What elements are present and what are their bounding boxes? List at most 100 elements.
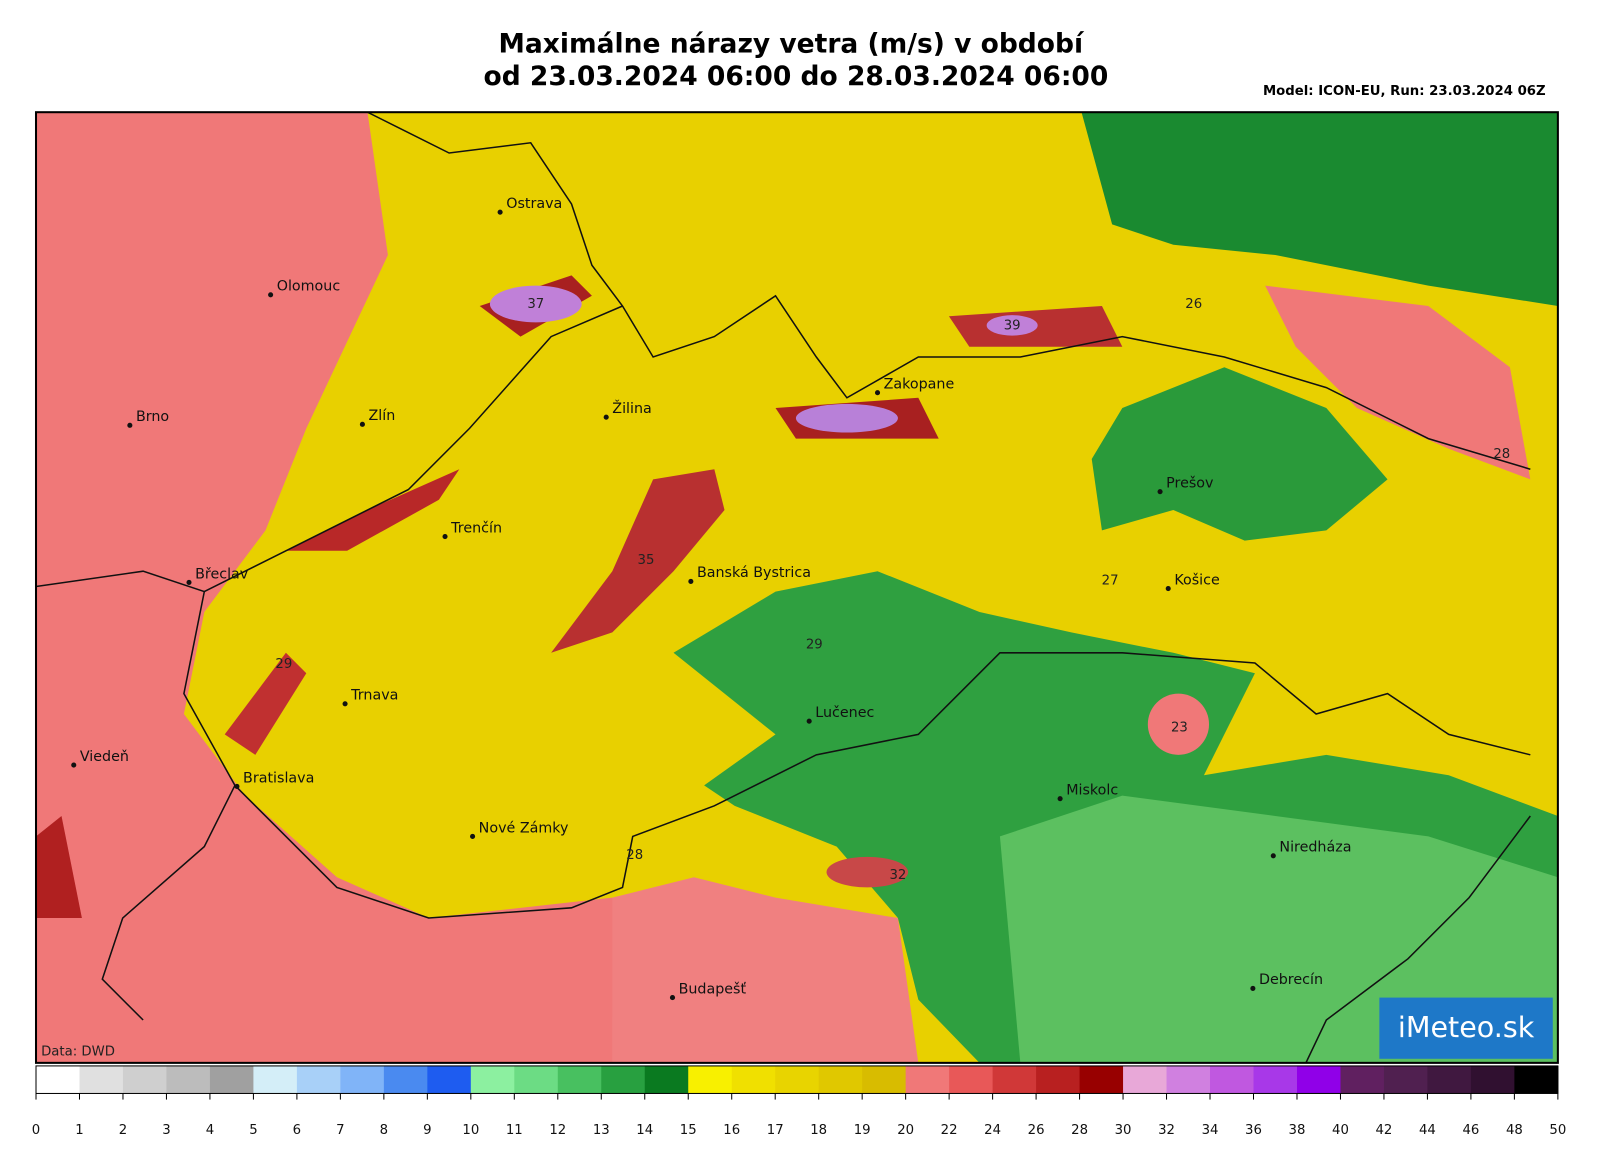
colorbar-swatch <box>383 1065 428 1094</box>
colorbar-tick-label: 26 <box>1028 1123 1045 1138</box>
value-label: 27 <box>1102 573 1119 588</box>
city-dot <box>186 579 192 585</box>
city-dot <box>806 718 812 724</box>
colorbar-swatch <box>775 1065 820 1094</box>
colorbar-tick-label: 28 <box>1071 1123 1088 1138</box>
colorbar-swatch <box>1427 1065 1472 1094</box>
colorbar-tick-label: 5 <box>249 1123 257 1138</box>
city-dot <box>874 390 881 396</box>
colorbar-swatch <box>731 1065 776 1094</box>
colorbar-swatch <box>688 1065 733 1094</box>
logo: iMeteo.sk <box>1398 1010 1535 1044</box>
colorbar-tick-label: 36 <box>1245 1123 1262 1138</box>
colorbar-tick-label: 50 <box>1549 1123 1566 1138</box>
source: Data: DWD <box>41 1045 115 1060</box>
colorbar-swatch <box>1383 1065 1428 1094</box>
colorbar-swatch <box>1253 1065 1298 1094</box>
colorbar-tick-label: 19 <box>854 1123 871 1138</box>
colorbar-swatch <box>209 1065 254 1094</box>
colorbar-tick-label: 30 <box>1115 1123 1132 1138</box>
colorbar-swatch <box>36 1065 80 1094</box>
colorbar-tick-label: 9 <box>423 1123 431 1138</box>
colorbar-tick-label: 22 <box>941 1123 958 1138</box>
colorbar-tick-label: 8 <box>380 1123 388 1138</box>
city-dot <box>1057 796 1063 802</box>
colorbar-tick-label: 34 <box>1202 1123 1219 1138</box>
colorbar-tick-label: 44 <box>1419 1123 1436 1138</box>
city-dot <box>497 209 503 215</box>
colorbar-tick-label: 42 <box>1376 1123 1393 1138</box>
city-label: Trenčín <box>450 520 502 536</box>
city-dot <box>669 995 676 1001</box>
value-label: 23 <box>1171 720 1188 735</box>
colorbar-tick-label: 38 <box>1289 1123 1306 1138</box>
map <box>36 112 1558 1063</box>
city-label: Budapešť <box>679 981 747 997</box>
title: Maximálne nárazy vetra (m/s) v období <box>499 28 1085 59</box>
colorbar-swatch <box>1123 1065 1168 1094</box>
colorbar-tick-label: 48 <box>1506 1123 1523 1138</box>
colorbar-swatch <box>601 1065 646 1094</box>
city-dot <box>1165 586 1171 592</box>
model-info: Model: ICON-EU, Run: 23.03.2024 06Z <box>1263 84 1546 99</box>
city-dot <box>234 783 240 789</box>
city-label: Niredháza <box>1279 840 1351 856</box>
city-dot <box>342 701 348 707</box>
colorbar-swatch <box>949 1065 994 1094</box>
colorbar-swatch <box>253 1065 298 1094</box>
city-dot <box>1250 985 1256 991</box>
colorbar-swatch <box>427 1065 472 1094</box>
colorbar-tick-label: 7 <box>336 1123 344 1138</box>
city-label: Košice <box>1174 572 1220 588</box>
city-dot <box>1157 489 1163 495</box>
city-label: Ostrava <box>506 196 562 212</box>
map-frame <box>34 111 1559 1064</box>
value-label: 35 <box>638 553 655 568</box>
colorbar-swatch <box>818 1065 863 1094</box>
colorbar-tick-label: 32 <box>1158 1123 1175 1138</box>
colorbar-tick-label: 12 <box>549 1123 566 1138</box>
value-label: 39 <box>1004 318 1021 333</box>
city-dot <box>603 414 609 420</box>
colorbar-tick-label: 16 <box>723 1123 740 1138</box>
city-label: Debrecín <box>1259 972 1323 988</box>
colorbar-tick-label: 3 <box>162 1123 170 1138</box>
colorbar-swatch <box>470 1065 515 1094</box>
colorbar-tick-label: 1 <box>75 1123 83 1138</box>
colorbar-tick-label: 6 <box>293 1123 301 1138</box>
colorbar-tick-label: 11 <box>506 1123 523 1138</box>
colorbar-swatch <box>1296 1065 1341 1094</box>
colorbar-swatch <box>514 1065 559 1094</box>
title: od 23.03.2024 06:00 do 28.03.2024 06:00 <box>483 61 1108 92</box>
value-label: 28 <box>626 848 643 863</box>
colorbar-swatch <box>1079 1065 1124 1094</box>
city-label: Trnava <box>350 688 398 704</box>
colorbar-tick-label: 10 <box>462 1123 479 1138</box>
city-dot <box>442 533 448 540</box>
colorbar-tick-label: 18 <box>810 1123 827 1138</box>
city-label: Břeclav <box>195 566 249 582</box>
colorbar-swatch <box>166 1065 211 1094</box>
colorbar-swatch <box>79 1065 124 1094</box>
city-dot <box>1270 853 1276 859</box>
colorbar-tick-label: 17 <box>767 1123 784 1138</box>
colorbar-tick-label: 46 <box>1462 1123 1479 1138</box>
colorbar-swatch <box>1340 1065 1385 1094</box>
city-dot <box>359 421 365 427</box>
colorbar-tick-label: 20 <box>897 1123 914 1138</box>
value-label: 37 <box>527 297 544 312</box>
colorbar-swatch <box>644 1065 689 1094</box>
value-label: 28 <box>1493 447 1510 462</box>
city-label: Miskolc <box>1066 783 1118 799</box>
city-dot <box>268 292 274 298</box>
colorbar-swatch <box>992 1065 1037 1094</box>
logo-box <box>1379 997 1553 1059</box>
colorbar-tick-label: 4 <box>206 1123 214 1138</box>
city-dot <box>71 762 77 768</box>
colorbar-frame <box>35 1065 1559 1094</box>
city-label: Olomouc <box>277 279 340 295</box>
colorbar-swatch <box>1166 1065 1211 1094</box>
value-label: 32 <box>889 868 906 883</box>
colorbar: 0 1 2 3 4 5 6 7 8 9 10 11 12 13 14 15 16 17 18 19 20 22 24 26 28… <box>32 1065 1566 1138</box>
